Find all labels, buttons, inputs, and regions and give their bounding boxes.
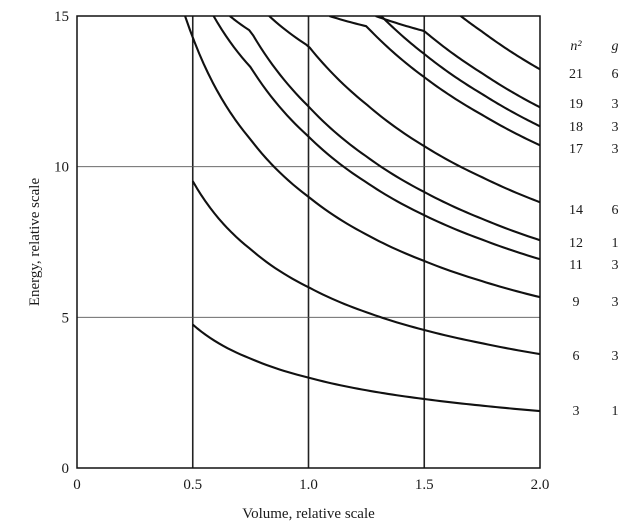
- table-cell-g: 3: [612, 349, 619, 364]
- table-cell-g: 1: [612, 236, 619, 251]
- table-cell-g: 3: [612, 120, 619, 135]
- energy-curve-n2-19: [375, 16, 540, 109]
- x-tick-labels: 0 0.5 1.0 1.5 2.0: [73, 477, 549, 493]
- y-tick-label: 10: [54, 160, 69, 176]
- table-cell-g: 3: [612, 258, 619, 273]
- y-tick-label: 5: [62, 310, 70, 326]
- table-cell-n2: 17: [569, 142, 583, 157]
- table-cell-n2: 18: [569, 120, 583, 135]
- table-cell-n2: 9: [573, 295, 580, 310]
- table-cell-n2: 21: [569, 67, 583, 82]
- energy-curve-n2-9: [183, 16, 540, 299]
- degeneracy-table: n² g21 619 318 317 314 612 111 39 36 33 1: [569, 39, 619, 419]
- energy-curve-n2-3: [192, 323, 540, 413]
- table-header-g: g: [612, 39, 619, 54]
- table-cell-g: 3: [612, 142, 619, 157]
- energy-curve-n2-12: [229, 16, 540, 242]
- energy-curve-n2-6: [191, 180, 540, 356]
- table-cell-n2: 11: [569, 258, 582, 273]
- energy-curves: [183, 16, 540, 413]
- energy-curve-n2-17: [329, 16, 540, 147]
- table-cell-n2: 6: [573, 349, 580, 364]
- energy-curve-n2-21: [458, 16, 540, 71]
- y-tick-label: 15: [54, 9, 69, 25]
- x-tick-label: 1.5: [415, 477, 434, 493]
- energy-curve-n2-18: [352, 16, 540, 128]
- table-cell-g: 6: [612, 67, 619, 82]
- table-cell-n2: 19: [569, 97, 583, 112]
- y-axis-label: Energy, relative scale: [27, 178, 43, 307]
- table-cell-n2: 12: [569, 236, 583, 251]
- table-cell-n2: 3: [573, 404, 580, 419]
- x-tick-label: 0: [73, 477, 81, 493]
- table-cell-g: 3: [612, 295, 619, 310]
- grid-lines: [77, 16, 540, 468]
- energy-curve-n2-14: [268, 16, 540, 204]
- x-tick-label: 0.5: [183, 477, 202, 493]
- table-cell-g: 3: [612, 97, 619, 112]
- energy-curve-n2-11: [212, 16, 540, 261]
- table-cell-n2: 14: [569, 203, 583, 218]
- plot-frame: [76, 15, 541, 469]
- table-cell-g: 6: [612, 203, 619, 218]
- x-axis-label: Volume, relative scale: [242, 506, 375, 522]
- y-tick-labels: 0 5 10 15: [54, 9, 69, 477]
- x-tick-label: 2.0: [531, 477, 550, 493]
- x-tick-label: 1.0: [299, 477, 318, 493]
- table-cell-g: 1: [612, 404, 619, 419]
- y-tick-label: 0: [62, 461, 70, 477]
- table-header-n2: n²: [570, 39, 582, 54]
